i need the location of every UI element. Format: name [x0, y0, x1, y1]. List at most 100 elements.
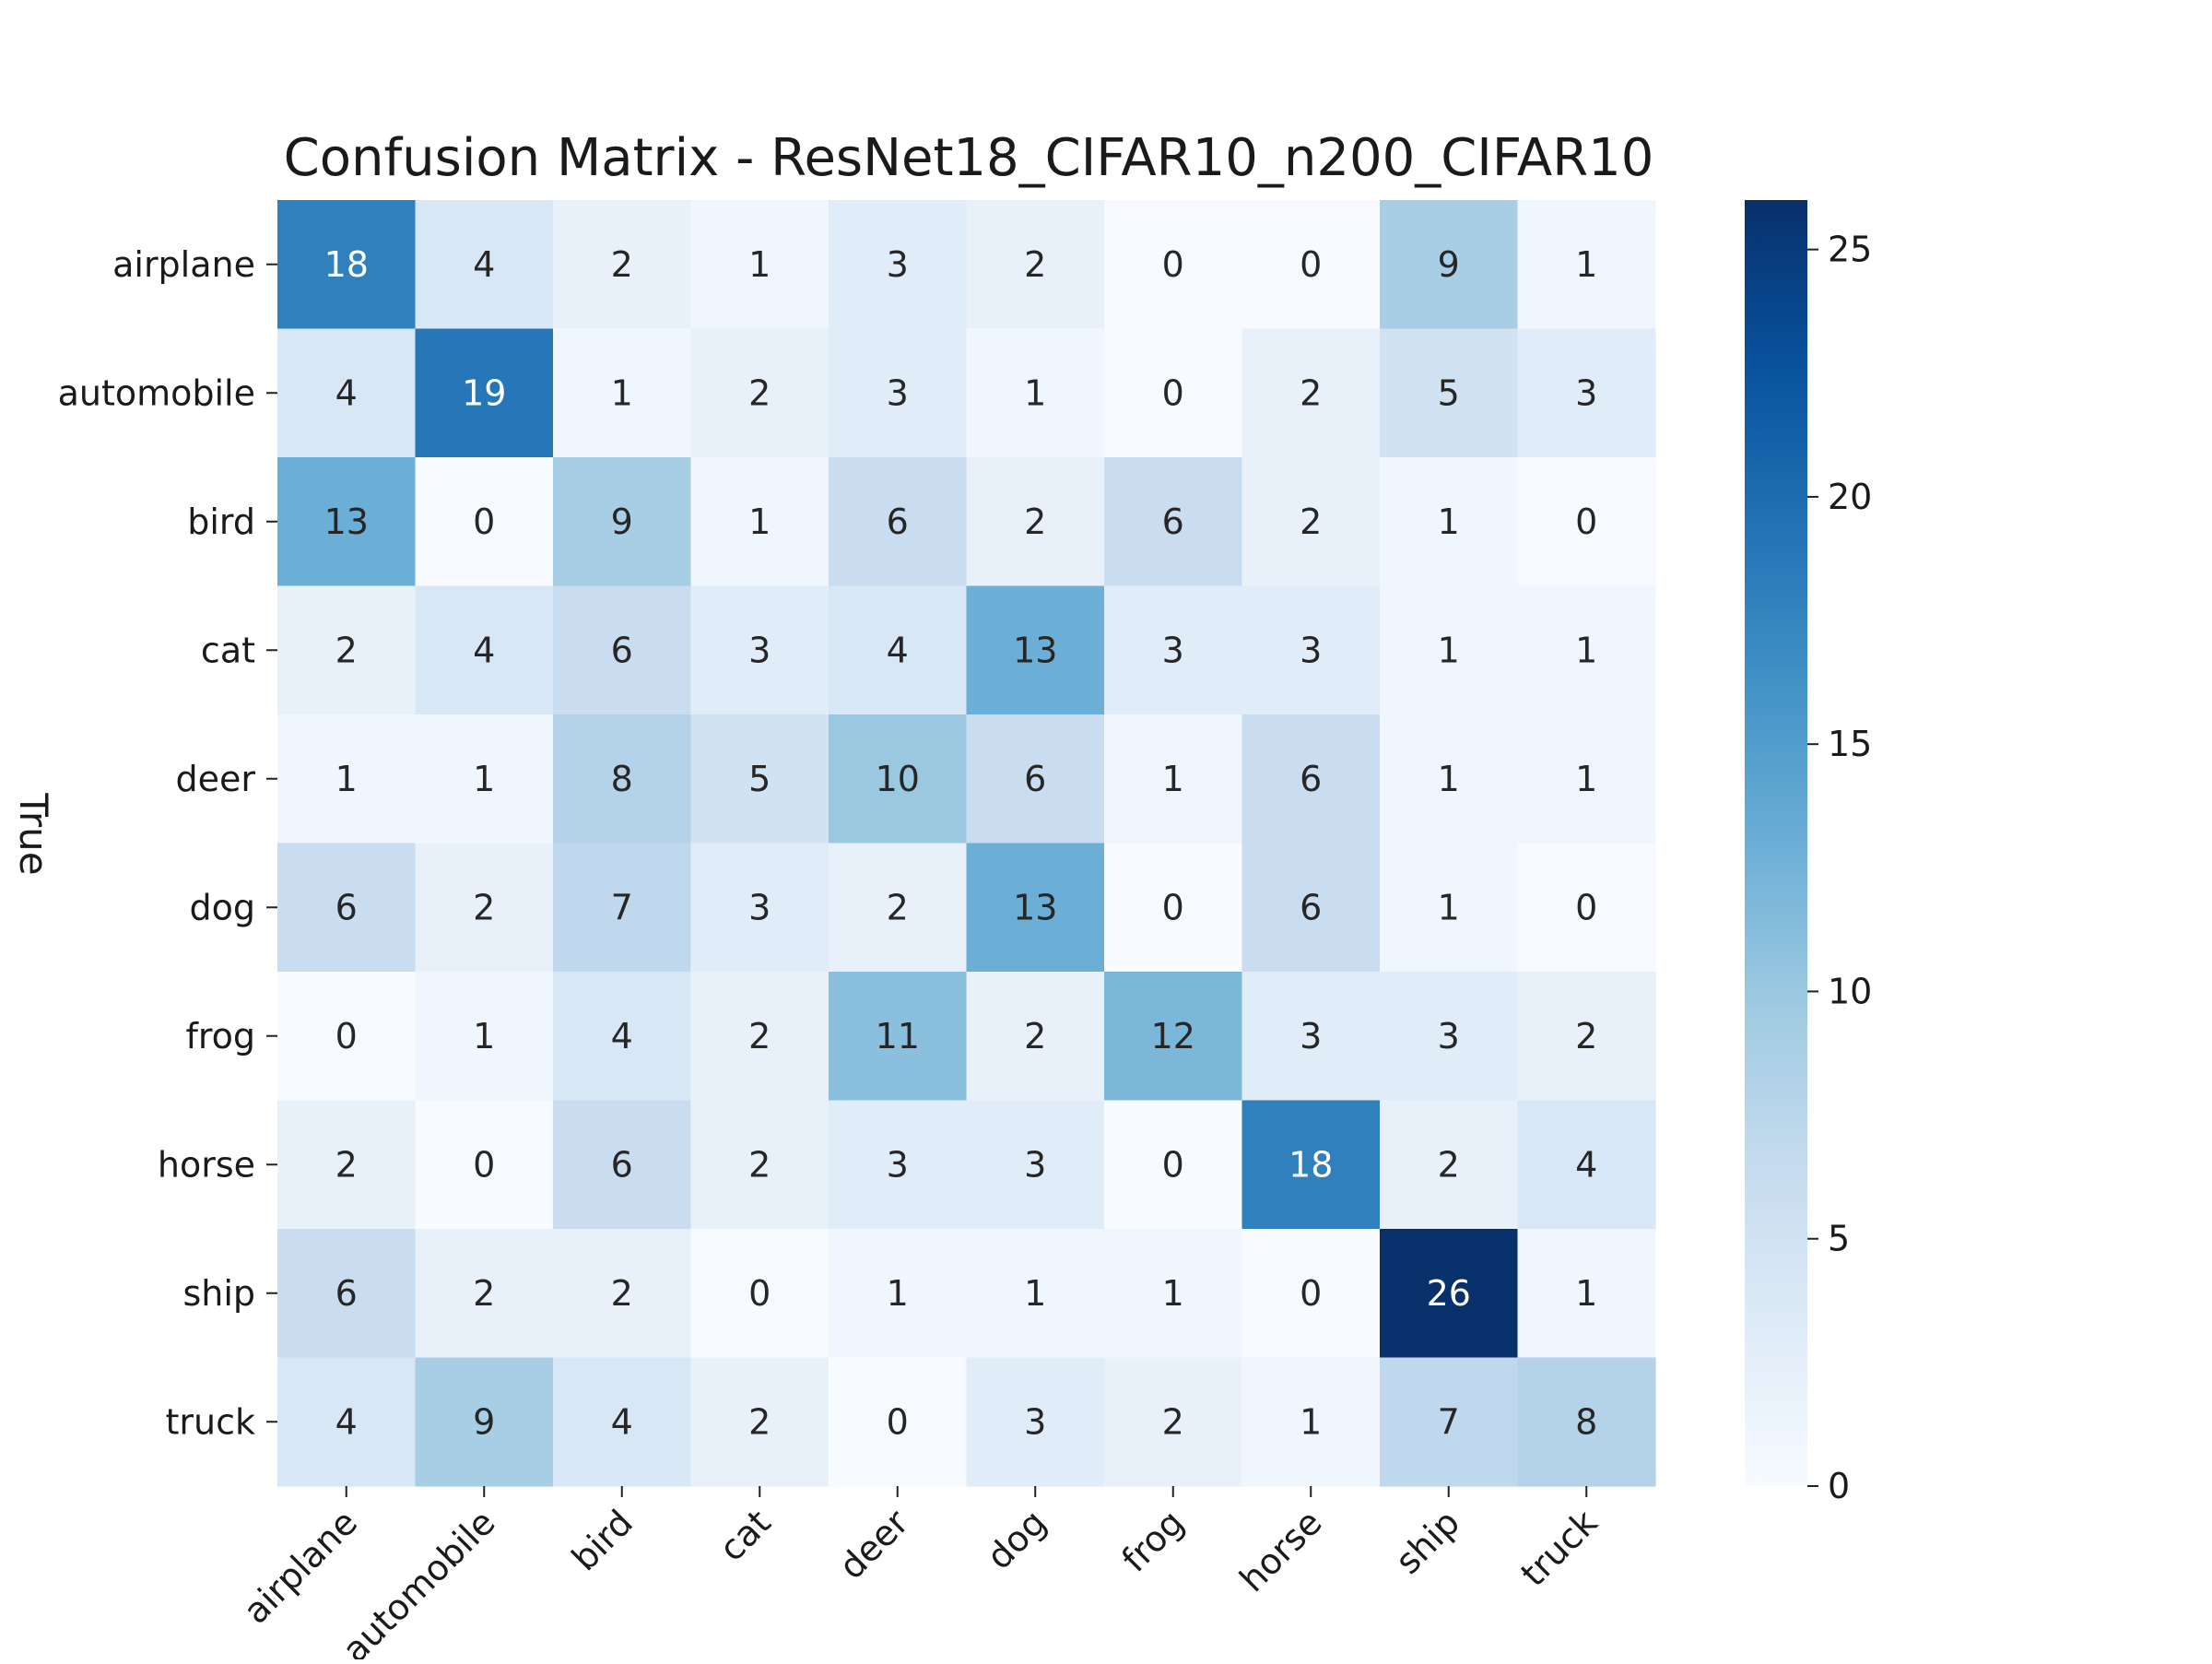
- heatmap-cell: [1104, 1229, 1243, 1359]
- heatmap-cell: [553, 585, 692, 715]
- heatmap-cell: [1380, 200, 1519, 330]
- cell-value-label: 2: [748, 1401, 771, 1442]
- cell-value-label: 0: [473, 502, 495, 542]
- heatmap-cell: [1517, 1357, 1656, 1487]
- heatmap-cell: [1517, 714, 1656, 844]
- colorbar-tick-label: 25: [1828, 230, 1872, 270]
- y-tick-label: horse: [158, 1144, 255, 1185]
- cell-value-label: 18: [1288, 1144, 1333, 1185]
- heatmap-cell: [690, 1357, 830, 1487]
- cell-value-label: 1: [1438, 887, 1460, 927]
- x-tick-label: deer: [831, 1502, 917, 1587]
- cell-value-label: 3: [1575, 372, 1597, 413]
- heatmap-cell: [553, 1357, 692, 1487]
- cell-value-label: 18: [324, 244, 369, 285]
- heatmap-cell: [690, 843, 830, 973]
- cell-value-label: 1: [1300, 1401, 1322, 1442]
- chart-title: Confusion Matrix - ResNet18_CIFAR10_n200…: [284, 128, 1654, 188]
- cell-value-label: 1: [473, 759, 495, 799]
- x-tick-label: cat: [712, 1502, 779, 1569]
- cell-value-label: 0: [1575, 887, 1597, 927]
- cell-value-label: 2: [887, 887, 909, 927]
- cell-value-label: 19: [462, 372, 506, 413]
- cell-value-label: 2: [1575, 1016, 1597, 1056]
- heatmap-cell: [829, 1357, 968, 1487]
- y-tick-label: automobile: [58, 372, 255, 413]
- cell-value-label: 1: [473, 1016, 495, 1056]
- cell-value-label: 2: [335, 630, 358, 670]
- cell-value-label: 2: [1162, 1401, 1184, 1442]
- heatmap-cell: [690, 200, 830, 330]
- cell-value-label: 0: [1162, 244, 1184, 285]
- heatmap-cell: [1517, 843, 1656, 973]
- cell-value-label: 10: [876, 759, 920, 799]
- heatmap-cell: [966, 714, 1105, 844]
- cell-value-label: 1: [335, 759, 358, 799]
- cell-value-label: 1: [1162, 759, 1184, 799]
- heatmap-cell: [1380, 972, 1519, 1102]
- heatmap-cell: [1380, 585, 1519, 715]
- cell-value-label: 2: [748, 1016, 771, 1056]
- cell-value-label: 1: [1575, 630, 1597, 670]
- heatmap-cell: [277, 714, 417, 844]
- cell-value-label: 6: [611, 1144, 633, 1185]
- heatmap-cell: [966, 1229, 1105, 1359]
- x-tick-label: ship: [1387, 1502, 1467, 1582]
- cell-value-label: 3: [1162, 630, 1184, 670]
- heatmap-cell: [1241, 714, 1381, 844]
- heatmap-cell: [966, 1100, 1105, 1230]
- cell-value-label: 4: [335, 372, 358, 413]
- cell-value-label: 3: [1024, 1144, 1046, 1185]
- cell-value-label: 6: [1300, 759, 1322, 799]
- cell-value-label: 0: [1162, 372, 1184, 413]
- heatmap-cell: [1241, 1100, 1381, 1230]
- heatmap-cell: [1241, 328, 1381, 458]
- colorbar-tick-label: 15: [1828, 724, 1872, 764]
- y-axis-label: True: [11, 792, 56, 875]
- heatmap-cell: [415, 1100, 554, 1230]
- heatmap-cell: [553, 714, 692, 844]
- cell-value-label: 4: [887, 630, 909, 670]
- cell-value-label: 2: [1300, 502, 1322, 542]
- heatmap-cell: [277, 328, 417, 458]
- heatmap-cell: [415, 457, 554, 587]
- cell-value-label: 1: [1438, 759, 1460, 799]
- y-tick-label: deer: [175, 759, 255, 799]
- x-tick-label: dog: [979, 1502, 1054, 1577]
- heatmap-cell: [1380, 328, 1519, 458]
- heatmap-cell: [1517, 328, 1656, 458]
- heatmap-cell: [1241, 843, 1381, 973]
- heatmap-cell: [690, 457, 830, 587]
- heatmap-cell: [277, 585, 417, 715]
- heatmap-cell: [415, 1229, 554, 1359]
- cell-value-label: 2: [748, 1144, 771, 1185]
- heatmap-cell: [690, 972, 830, 1102]
- heatmap-cell: [966, 843, 1105, 973]
- heatmap-cell: [1380, 714, 1519, 844]
- heatmap-cell: [1241, 972, 1381, 1102]
- cell-value-label: 3: [748, 630, 771, 670]
- heatmap-cell: [415, 843, 554, 973]
- y-tick-label: cat: [201, 630, 255, 670]
- cell-value-label: 2: [473, 1273, 495, 1314]
- cell-value-label: 4: [1575, 1144, 1597, 1185]
- heatmap-cell: [415, 972, 554, 1102]
- cell-value-label: 8: [1575, 1401, 1597, 1442]
- cell-value-label: 6: [335, 887, 358, 927]
- y-tick-label: truck: [165, 1401, 255, 1442]
- heatmap-cell: [966, 200, 1105, 330]
- heatmap-cell: [1104, 328, 1243, 458]
- heatmap-cell: [829, 1100, 968, 1230]
- heatmap-cell: [553, 200, 692, 330]
- heatmap-cell: [690, 1100, 830, 1230]
- heatmap-cell: [829, 843, 968, 973]
- cell-value-label: 2: [1300, 372, 1322, 413]
- cell-value-label: 6: [887, 502, 909, 542]
- x-tick-label: frog: [1114, 1502, 1193, 1580]
- cell-value-label: 7: [611, 887, 633, 927]
- heatmap-cell: [966, 1357, 1105, 1487]
- cell-value-label: 4: [611, 1016, 633, 1056]
- cell-value-label: 3: [1300, 1016, 1322, 1056]
- colorbar-tick-label: 5: [1828, 1219, 1850, 1259]
- y-tick-label: bird: [187, 502, 255, 542]
